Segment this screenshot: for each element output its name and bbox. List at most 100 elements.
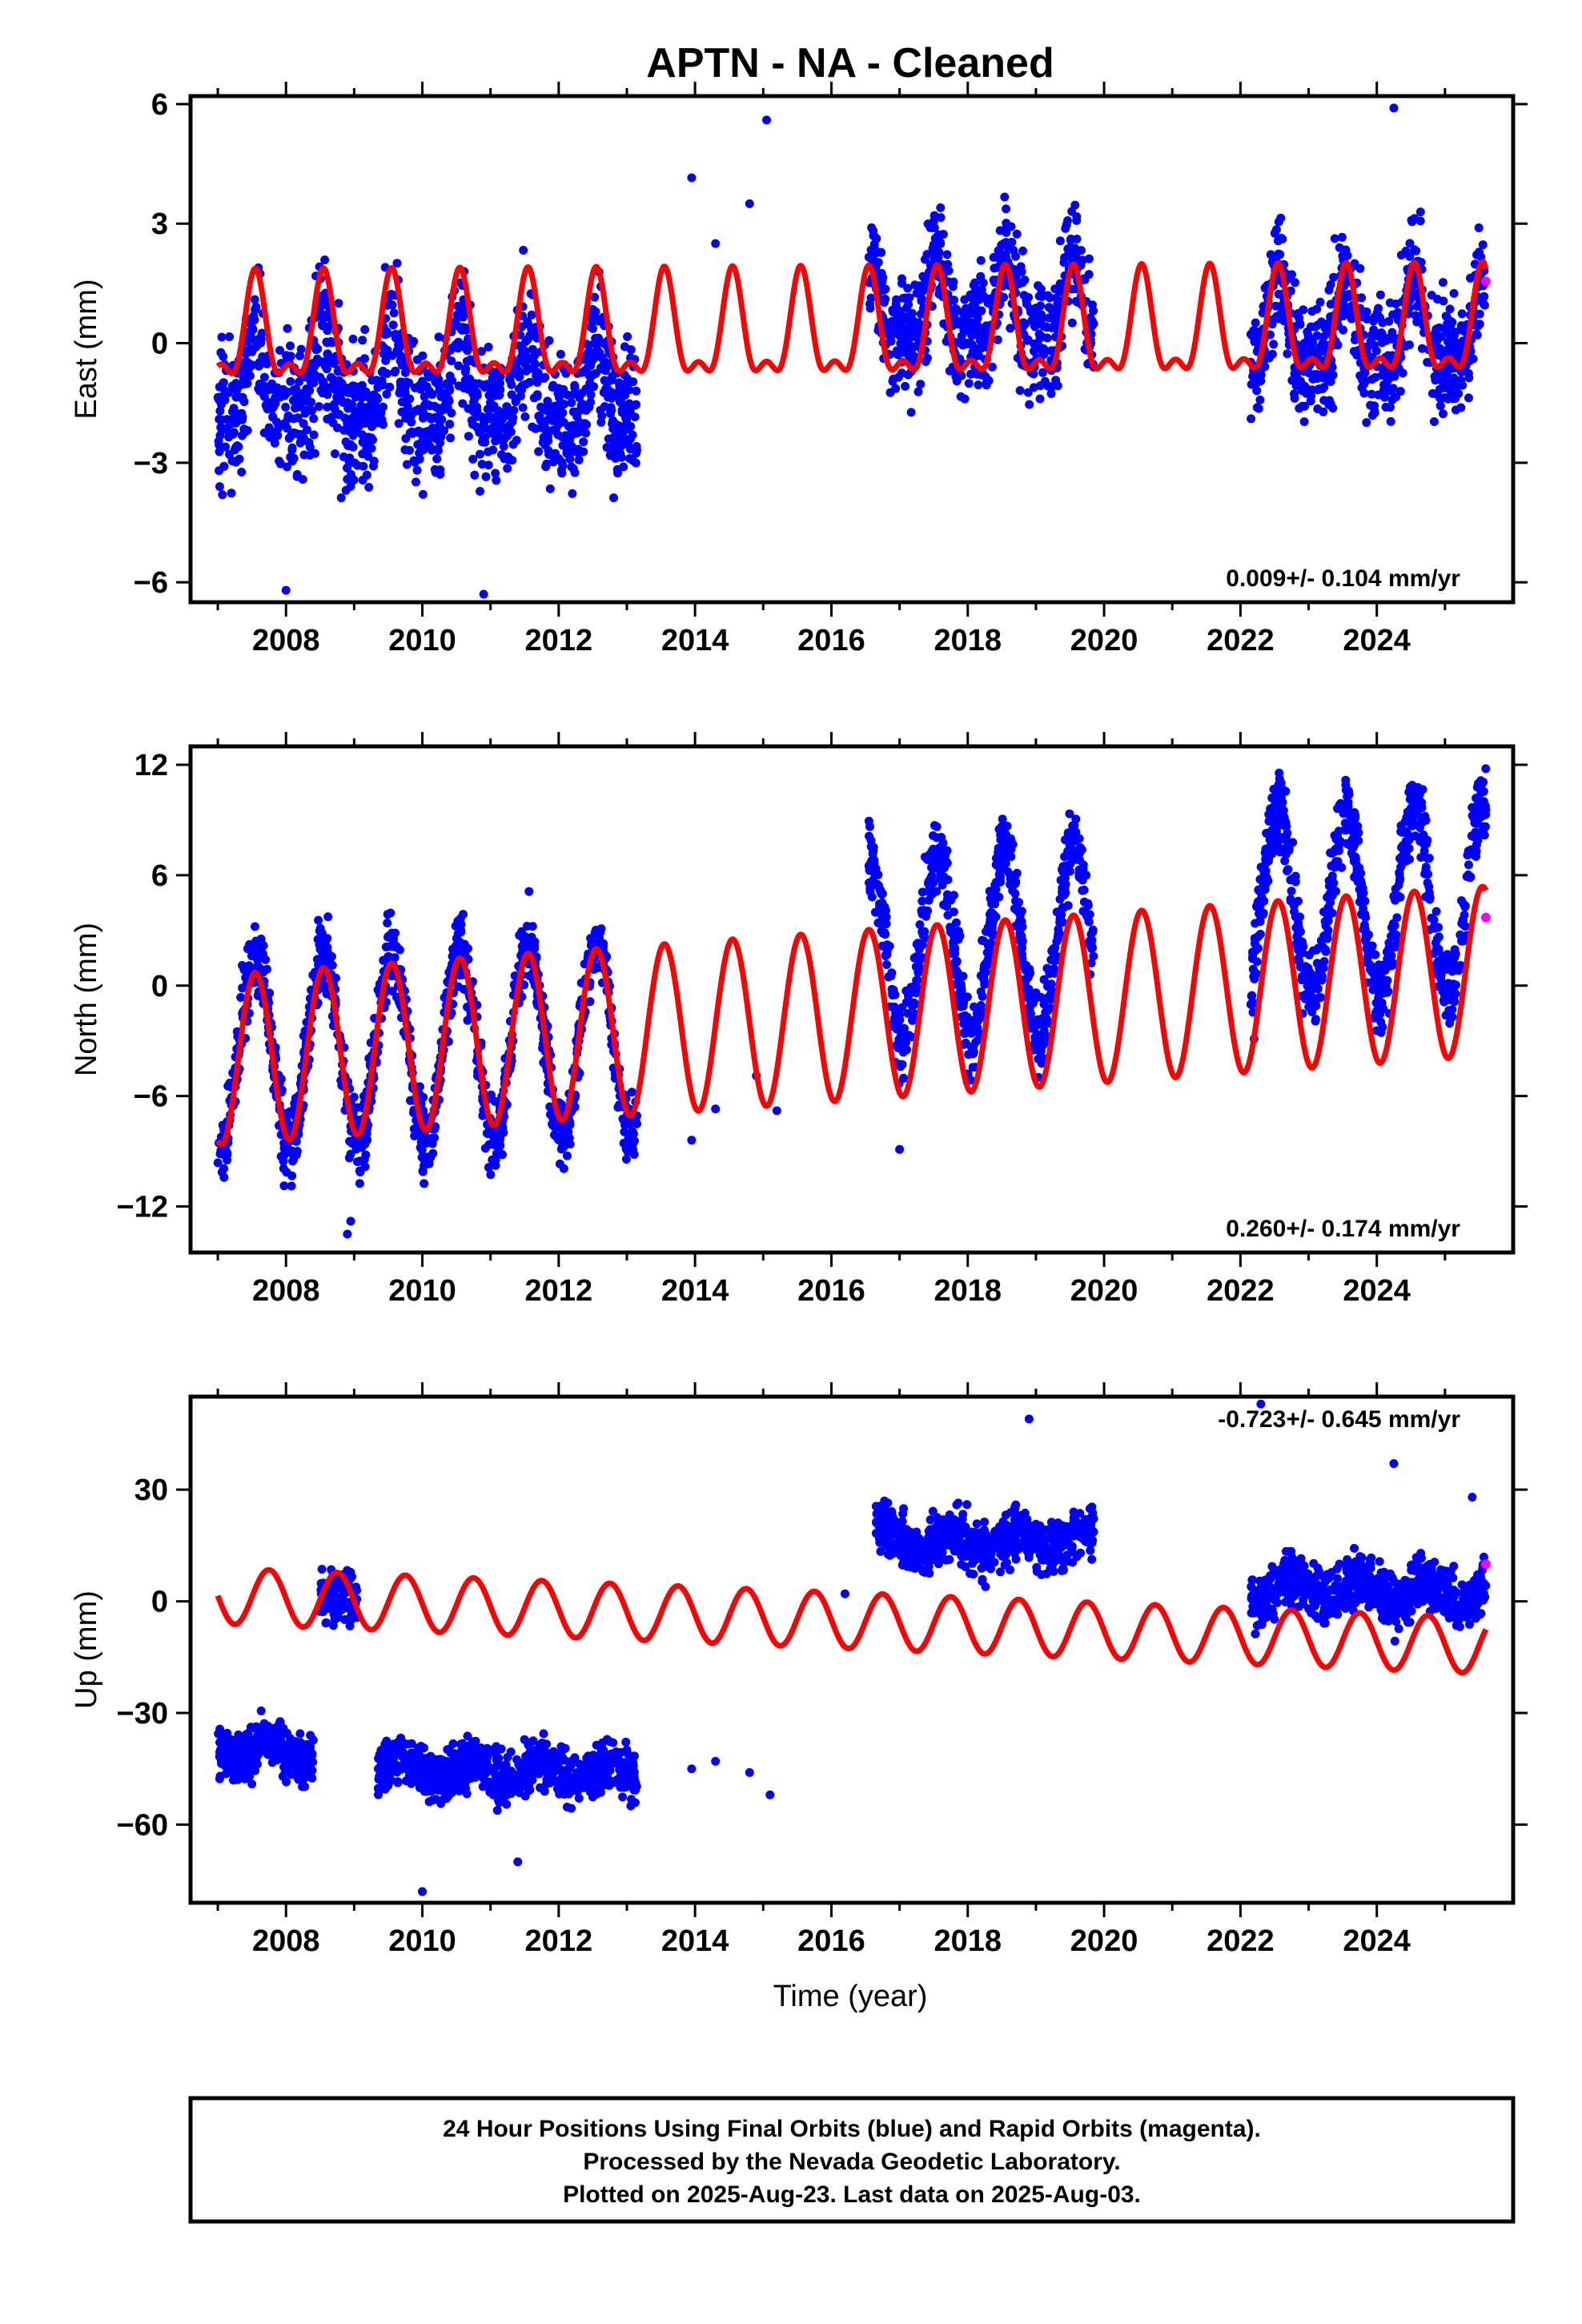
data-point [402,460,412,469]
data-point [1018,278,1027,287]
data-point [1256,370,1266,380]
data-point [1066,235,1075,245]
data-point [1385,298,1395,308]
data-point [1025,400,1034,409]
data-point [886,971,896,981]
data-point [434,415,444,424]
data-point [873,258,883,267]
data-point [624,454,634,463]
data-point [345,453,355,463]
data-point [951,931,961,940]
data-point [914,943,923,952]
data-point [391,928,400,938]
data-point [560,431,570,440]
data-point [1415,207,1425,217]
data-point [335,376,343,385]
data-point [625,408,635,418]
data-point [967,340,977,349]
data-point [352,427,361,436]
data-point [383,919,392,928]
data-point [541,462,551,472]
data-point [267,404,277,413]
data-point [997,822,1006,831]
data-point [999,292,1009,302]
data-point [982,379,991,388]
data-point [998,858,1007,867]
data-point [491,1156,500,1165]
data-point [936,239,946,248]
data-point [478,380,488,390]
data-point [394,419,404,428]
data-point [934,230,943,239]
data-point [418,351,428,360]
data-point [237,468,247,476]
y-tick-label: 6 [151,88,168,122]
data-point [1439,409,1447,419]
data-point [1295,404,1304,413]
data-point [1071,296,1081,306]
data-point [979,976,989,986]
data-point [1479,292,1488,302]
data-point [1464,860,1473,870]
data-point [917,896,927,906]
data-point [407,417,416,427]
data-point [389,308,399,318]
data-point [556,349,565,359]
data-point [628,1127,637,1136]
outlier-point [745,199,754,208]
data-point [936,874,945,883]
data-point [1051,293,1061,303]
data-point [1442,312,1452,321]
data-point [1449,288,1459,298]
data-point [867,892,877,902]
data-point [581,384,591,394]
data-point [1002,847,1012,857]
data-point [238,392,247,402]
data-point [427,414,436,424]
data-point [371,403,381,412]
data-point [310,448,319,458]
data-point [250,316,259,325]
data-point [1287,270,1296,279]
data-point [1002,204,1011,214]
data-point [512,396,521,405]
data-point [456,303,465,312]
data-point [885,942,894,951]
outlier-point [711,239,721,248]
data-point [1362,418,1371,428]
data-point [386,908,396,918]
data-point [418,408,428,418]
data-point [520,980,529,990]
data-point [286,376,295,386]
data-point [1002,238,1011,247]
data-point [392,259,402,268]
data-point [555,393,564,403]
data-point [544,446,553,456]
data-point [972,1009,982,1019]
data-point [1381,402,1391,412]
data-point [1015,386,1025,396]
data-point [345,475,355,484]
data-point [882,960,891,969]
data-point [1370,406,1379,416]
data-point [506,427,516,436]
data-point [1438,278,1447,287]
data-point [246,328,255,337]
data-point [1269,340,1279,349]
data-point [885,332,894,341]
data-point [1271,301,1280,311]
data-point [219,461,229,471]
data-point [588,370,597,380]
data-point [519,246,528,255]
data-point [623,1140,632,1150]
data-point [231,392,241,402]
data-point [1065,847,1074,857]
data-point [1370,312,1379,322]
data-point [1011,877,1021,887]
data-point [343,463,351,472]
data-point [1250,379,1259,388]
data-point [569,422,579,432]
data-point [217,415,227,424]
data-point [993,335,1002,344]
data-point [1026,308,1035,317]
